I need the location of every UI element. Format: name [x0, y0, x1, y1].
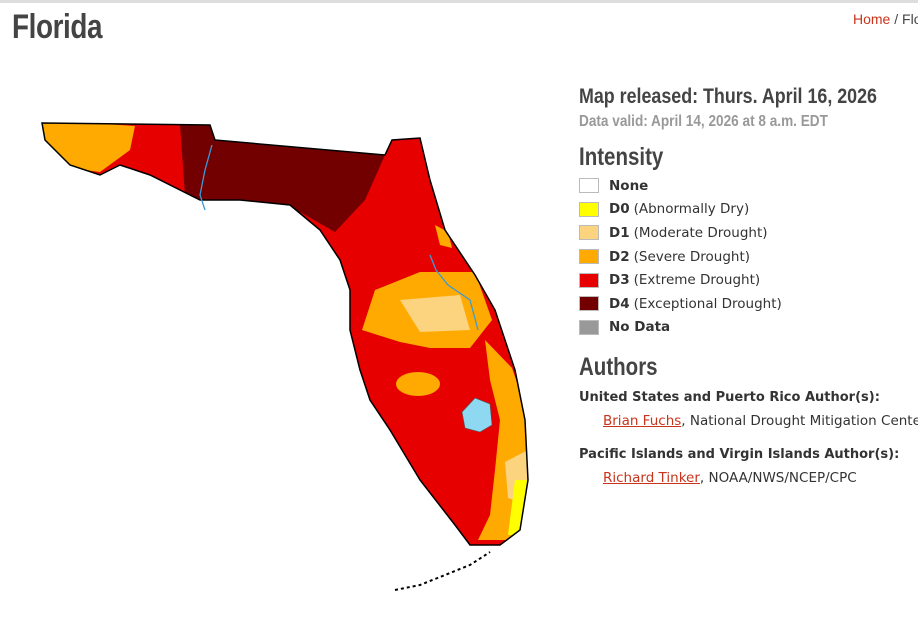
d4-region — [180, 125, 385, 232]
legend-swatch — [579, 319, 599, 335]
author-link[interactable]: Richard Tinker — [603, 470, 700, 487]
intensity-heading: Intensity — [579, 143, 664, 171]
legend-swatch — [579, 296, 599, 312]
author-group-heading: United States and Puerto Rico Author(s): — [579, 390, 880, 406]
legend-swatch — [579, 249, 599, 265]
author-link[interactable]: Brian Fuchs — [603, 413, 682, 430]
top-border — [0, 0, 918, 3]
legend-item-d3: D3 (Extreme Drought) — [579, 268, 918, 292]
legend-item-d2: D2 (Severe Drought) — [579, 245, 918, 269]
florida-keys — [394, 551, 491, 591]
apalachicola-river — [199, 144, 213, 211]
author-group-heading: Pacific Islands and Virgin Islands Autho… — [579, 447, 900, 463]
legend-swatch — [579, 272, 599, 288]
legend-item-no-data: No Data — [579, 316, 918, 340]
drought-map — [41, 122, 529, 591]
breadcrumb: Home / Florida — [853, 11, 918, 27]
legend-item-d0: D0 (Abnormally Dry) — [579, 198, 918, 222]
lake-okeechobee — [461, 397, 493, 433]
author-entry: Richard Tinker, NOAA/NWS/NCEP/CPC — [603, 470, 857, 487]
map-released-date: Map released: Thurs. April 16, 2026 — [579, 85, 877, 108]
legend-swatch — [579, 201, 599, 217]
d1-region-central — [400, 295, 470, 332]
map-info-panel: Map released: Thurs. April 16, 2026 Data… — [579, 85, 918, 486]
page-title: Florida — [12, 8, 103, 46]
legend-swatch — [579, 178, 599, 194]
d2-region-north-coast — [435, 225, 452, 248]
legend-swatch — [579, 225, 599, 241]
legend-item-d4: D4 (Exceptional Drought) — [579, 292, 918, 316]
legend-item-none: None — [579, 174, 918, 198]
legend-item-d1: D1 (Moderate Drought) — [579, 221, 918, 245]
breadcrumb-current: Florida — [902, 11, 918, 27]
d2-region-interior — [396, 372, 440, 396]
st-johns-river — [429, 254, 479, 331]
author-entry: Brian Fuchs, National Drought Mitigation… — [603, 413, 918, 430]
breadcrumb-home-link[interactable]: Home — [853, 11, 891, 27]
data-valid-date: Data valid: April 14, 2026 at 8 a.m. EDT — [579, 113, 828, 130]
authors-heading: Authors — [579, 353, 658, 382]
intensity-legend: None D0 (Abnormally Dry) D1 (Moderate Drou… — [579, 174, 918, 339]
